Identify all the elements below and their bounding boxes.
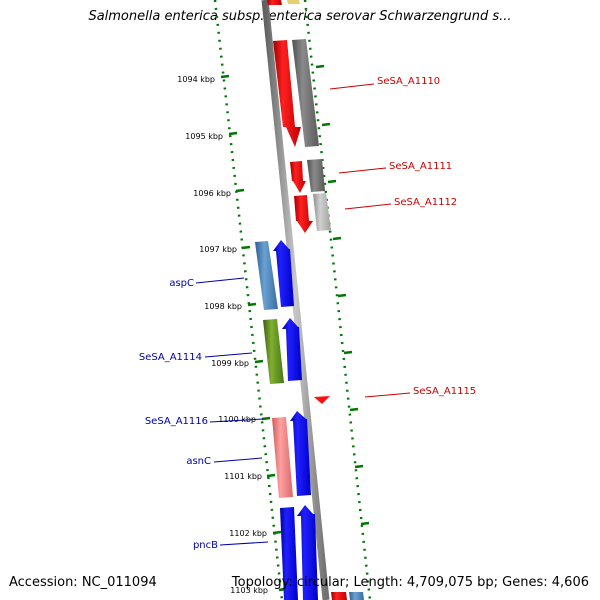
backbone <box>261 0 330 600</box>
ruler-label: 1097 kbp <box>199 245 237 254</box>
accession-text: Accession: NC_011094 <box>9 575 157 590</box>
ruler-label: 1094 kbp <box>177 75 215 84</box>
ruler-ticks-right <box>315 64 370 526</box>
gene-label-pncb[interactable]: pncB <box>193 540 218 551</box>
map-title: Salmonella enterica subsp. enterica sero… <box>88 9 512 24</box>
ruler-label: 1096 kbp <box>193 189 231 198</box>
bottom-features <box>331 592 364 600</box>
feature-aspc-cds <box>255 240 294 310</box>
gene-label-asnc[interactable]: asnC <box>186 456 211 467</box>
feature-sesa-a1112-cds <box>294 193 331 233</box>
feature-sesa-a1114-cds <box>263 318 302 384</box>
gene-label-aspc[interactable]: aspC <box>169 278 194 289</box>
ruler-label: 1098 kbp <box>204 302 242 311</box>
ruler-label: 1099 kbp <box>211 359 249 368</box>
feature-asnc-cds <box>272 411 311 498</box>
gene-label-sesa-a1110[interactable]: SeSA_A1110 <box>377 76 440 87</box>
gene-label-sesa-a1115[interactable]: SeSA_A1115 <box>413 386 476 397</box>
reverse-leader-lines <box>195 277 269 546</box>
feature-sesa-a1115-cds <box>314 396 330 404</box>
ruler-label: 1103 kbp <box>230 586 268 595</box>
ruler-label: 1101 kbp <box>224 472 262 481</box>
feature-sesa-a1110-cds <box>273 39 319 147</box>
feature-sesa-a1111-cds <box>290 159 325 193</box>
genome-stats-text: Topology: circular; Length: 4,709,075 bp… <box>231 575 589 590</box>
gene-label-sesa-a1112[interactable]: SeSA_A1112 <box>394 197 457 208</box>
top-features <box>267 0 300 5</box>
gene-label-sesa-a1114[interactable]: SeSA_A1114 <box>139 352 202 363</box>
ruler-label: 1095 kbp <box>185 132 223 141</box>
gene-label-sesa-a1111[interactable]: SeSA_A1111 <box>389 161 452 172</box>
gene-label-sesa-a1116[interactable]: SeSA_A1116 <box>145 416 208 427</box>
ruler-label: 1102 kbp <box>229 529 267 538</box>
ruler-label: 1100 kbp <box>218 415 256 424</box>
forward-leader-lines <box>329 83 411 398</box>
feature-pncb-cds <box>280 505 318 600</box>
